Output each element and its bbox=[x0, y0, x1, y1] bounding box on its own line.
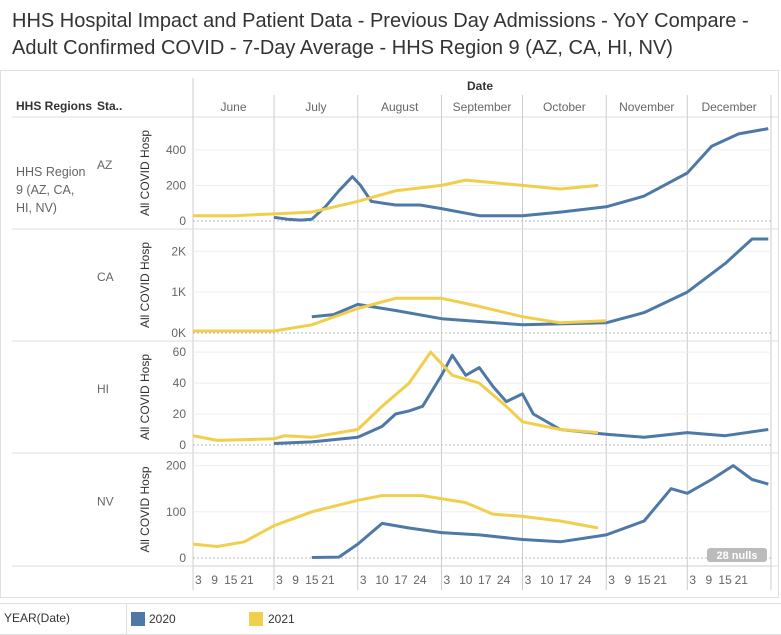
x-tick-label: 15 bbox=[637, 573, 651, 587]
nulls-badge bbox=[707, 548, 767, 562]
x-tick-label: 3 bbox=[444, 573, 451, 587]
series-line-AZ-2021 bbox=[193, 178, 599, 218]
y-tick-label: 200 bbox=[166, 459, 186, 473]
y-tick-label: 1K bbox=[171, 285, 186, 299]
month-label: October bbox=[543, 100, 586, 114]
y-tick-label: 0 bbox=[179, 551, 186, 565]
y-axis-title: All COVID Hosp bbox=[138, 354, 152, 440]
series-line-CA-2020 bbox=[311, 237, 769, 327]
y-tick-label: 0K bbox=[171, 326, 186, 340]
legend: YEAR(Date) 2020 2021 bbox=[0, 603, 781, 635]
x-tick-label: 17 bbox=[394, 573, 408, 587]
x-tick-label: 9 bbox=[292, 573, 299, 587]
x-tick-label: 3 bbox=[689, 573, 696, 587]
x-tick-label: 21 bbox=[735, 573, 749, 587]
x-tick-label: 15 bbox=[718, 573, 732, 587]
series-line-NV-2021 bbox=[192, 494, 599, 548]
series-line-NV-2020 bbox=[311, 464, 769, 559]
state-label-HI: HI bbox=[97, 382, 109, 396]
state-label-AZ: AZ bbox=[97, 158, 112, 172]
month-label: December bbox=[701, 100, 756, 114]
x-tick-label: 3 bbox=[360, 573, 367, 587]
y-tick-label: 0 bbox=[179, 438, 186, 452]
x-tick-label: 3 bbox=[276, 573, 283, 587]
state-label-CA: CA bbox=[97, 270, 114, 284]
x-tick-label: 17 bbox=[478, 573, 492, 587]
y-tick-label: 2K bbox=[171, 244, 186, 258]
y-axis-title: All COVID Hosp bbox=[138, 242, 152, 328]
state-label-NV: NV bbox=[97, 495, 114, 509]
y-tick-label: 100 bbox=[166, 505, 186, 519]
x-tick-label: 24 bbox=[578, 573, 592, 587]
x-tick-label: 10 bbox=[459, 573, 473, 587]
y-tick-label: 0 bbox=[179, 214, 186, 228]
month-label: November bbox=[619, 100, 674, 114]
y-tick-label: 20 bbox=[173, 407, 187, 421]
series-line-HI-2021 bbox=[192, 350, 599, 442]
x-tick-label: 3 bbox=[525, 573, 532, 587]
y-axis-title: All COVID Hosp bbox=[138, 130, 152, 216]
series-line-HI-2020 bbox=[273, 353, 769, 445]
x-tick-label: 15 bbox=[305, 573, 319, 587]
legend-label-2021[interactable]: 2021 bbox=[268, 612, 295, 626]
x-tick-label: 21 bbox=[240, 573, 254, 587]
month-label: July bbox=[305, 100, 326, 114]
legend-field: YEAR(Date) bbox=[4, 611, 71, 625]
region-label: HHS Region 9 (AZ, CA, HI, NV) bbox=[16, 165, 86, 215]
month-label: September bbox=[453, 100, 512, 114]
x-tick-label: 17 bbox=[559, 573, 573, 587]
x-tick-label: 21 bbox=[654, 573, 668, 587]
x-tick-label: 3 bbox=[195, 573, 202, 587]
y-tick-label: 40 bbox=[173, 376, 187, 390]
y-tick-label: 400 bbox=[166, 143, 186, 157]
x-tick-label: 3 bbox=[608, 573, 615, 587]
x-tick-label: 9 bbox=[211, 573, 218, 587]
x-tick-label: 9 bbox=[706, 573, 713, 587]
regions-header: HHS Regions bbox=[16, 99, 93, 113]
y-tick-label: 60 bbox=[173, 345, 187, 359]
legend-label-2020[interactable]: 2020 bbox=[149, 612, 176, 626]
x-tick-label: 10 bbox=[540, 573, 554, 587]
x-tick-label: 15 bbox=[224, 573, 238, 587]
chart-title: HHS Hospital Impact and Patient Data - P… bbox=[12, 10, 749, 59]
chart-frame bbox=[0, 70, 779, 598]
date-header: Date bbox=[467, 79, 494, 93]
series-line-AZ-2020 bbox=[273, 127, 769, 222]
month-label: June bbox=[220, 100, 246, 114]
x-tick-label: 24 bbox=[413, 573, 427, 587]
series-line-CA-2021 bbox=[193, 296, 607, 333]
x-tick-label: 21 bbox=[321, 573, 335, 587]
x-tick-label: 10 bbox=[375, 573, 389, 587]
x-tick-label: 24 bbox=[497, 573, 511, 587]
legend-swatch-2020[interactable] bbox=[131, 612, 145, 626]
x-tick-label: 9 bbox=[625, 573, 632, 587]
legend-swatch-2021[interactable] bbox=[249, 612, 263, 626]
nulls-badge-text: 28 nulls bbox=[717, 550, 758, 562]
state-header: Sta.. bbox=[97, 99, 123, 113]
month-label: August bbox=[381, 100, 419, 114]
y-axis-title: All COVID Hosp bbox=[138, 466, 152, 552]
y-tick-label: 200 bbox=[166, 178, 186, 192]
